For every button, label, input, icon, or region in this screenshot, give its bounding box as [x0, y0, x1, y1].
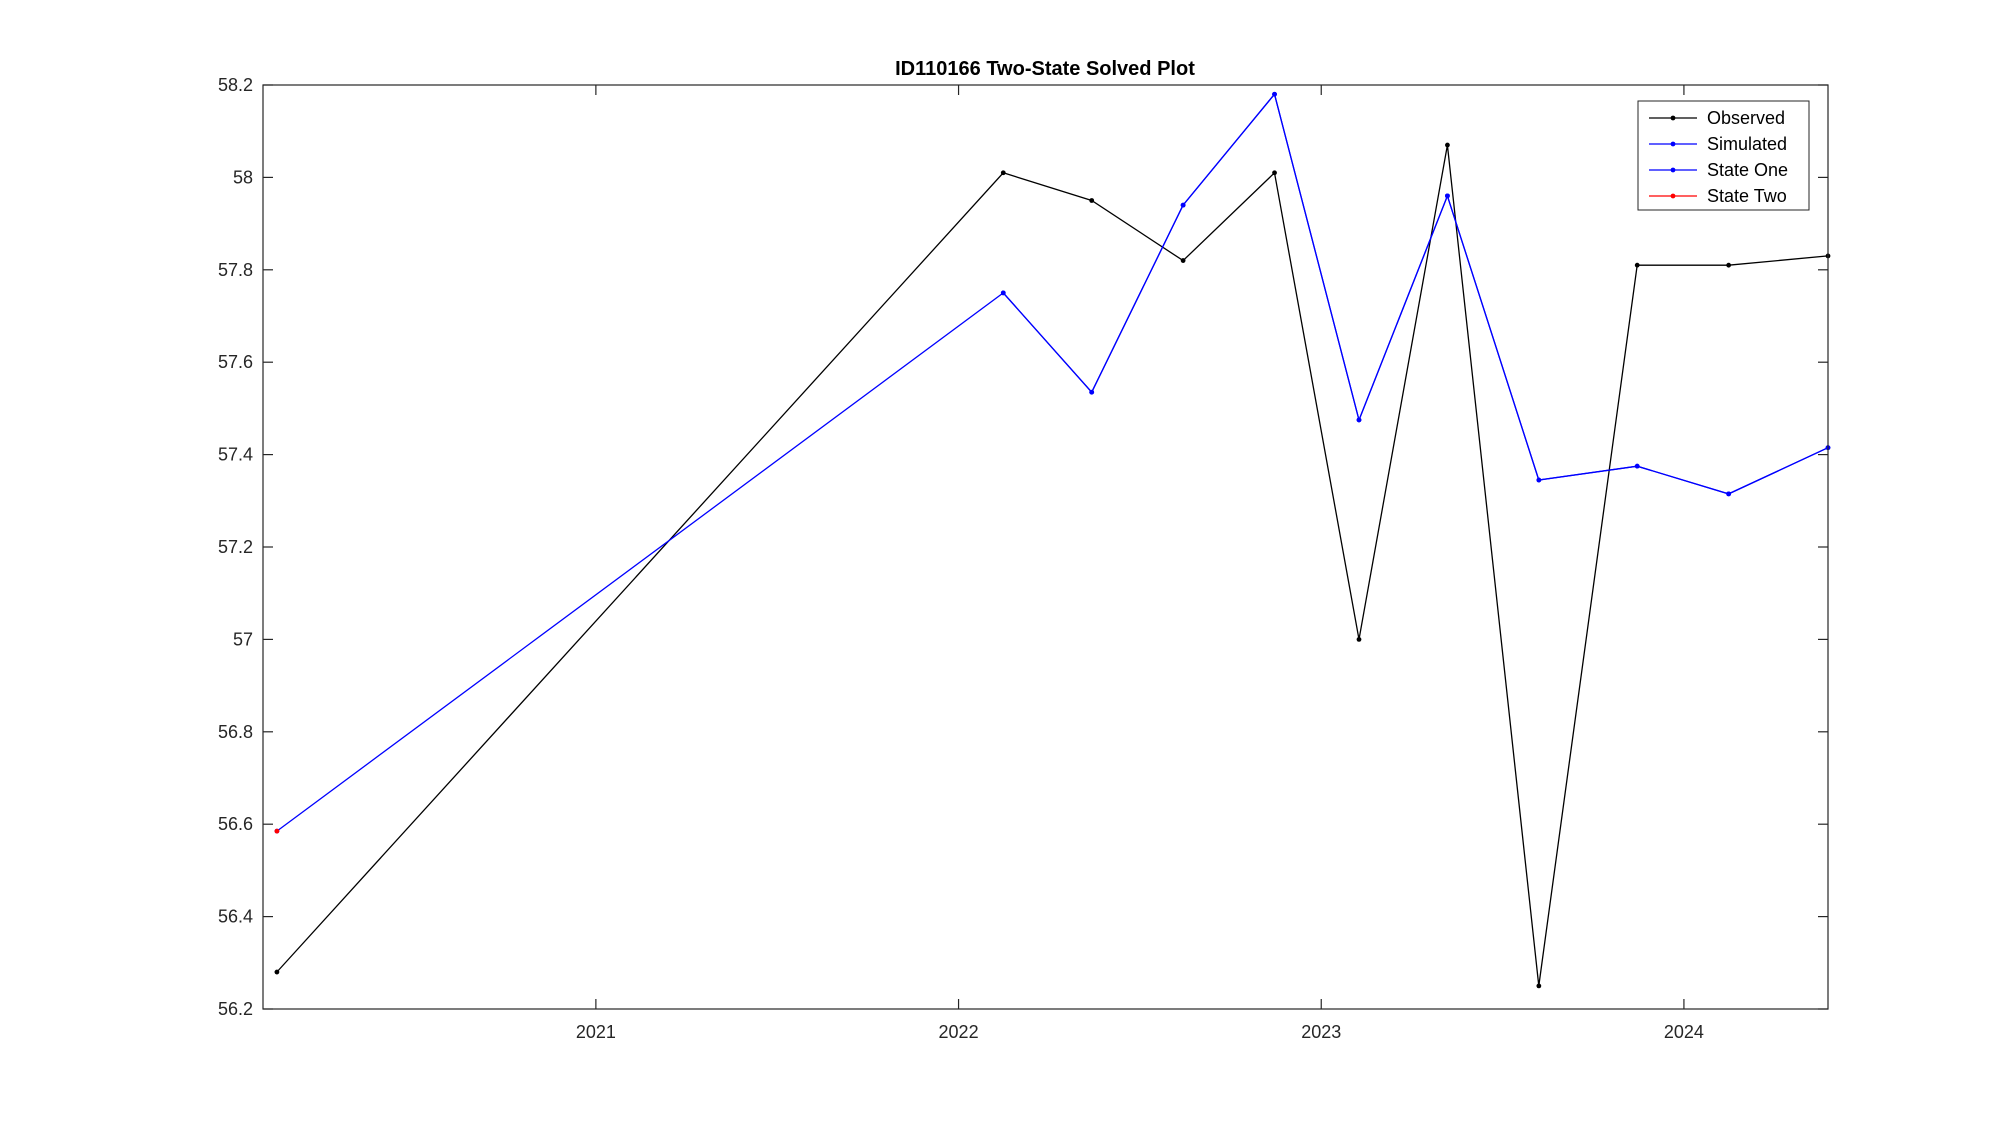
point-state-one	[1356, 417, 1362, 423]
point-state-one	[1272, 91, 1277, 97]
y-tick-label: 58.2	[218, 75, 253, 95]
y-tick-label: 57.6	[218, 352, 253, 372]
series-line-state-one	[1002, 92, 1829, 495]
legend-label-simulated: Simulated	[1707, 134, 1787, 154]
y-tick-label: 56.6	[218, 814, 253, 834]
y-tick-label: 56.2	[218, 999, 253, 1019]
y-tick-label: 58	[233, 167, 253, 187]
y-tick-label: 56.8	[218, 722, 253, 742]
point-observed	[1726, 262, 1732, 268]
point-observed	[1000, 170, 1006, 176]
y-tick-label: 57.8	[218, 260, 253, 280]
legend: Observed Simulated State One State Two	[1637, 100, 1810, 211]
point-state-one	[1089, 389, 1095, 395]
point-state-two	[274, 828, 280, 834]
point-state-one	[1000, 290, 1006, 296]
point-observed	[1536, 983, 1542, 989]
legend-label-state-one: State One	[1707, 160, 1788, 180]
y-tick-label: 57.2	[218, 537, 253, 557]
legend-marker-state-one	[1670, 167, 1676, 173]
legend-marker-observed	[1670, 115, 1676, 121]
plot-background	[263, 85, 1828, 1009]
point-observed	[1272, 170, 1277, 176]
x-tick-label: 2021	[576, 1022, 616, 1042]
chart-title: ID110166 Two-State Solved Plot	[895, 58, 1195, 80]
point-state-one	[1445, 193, 1450, 199]
point-observed	[274, 969, 280, 975]
point-observed	[1180, 258, 1186, 263]
point-state-one	[1726, 491, 1732, 497]
point-state-one	[1536, 477, 1542, 483]
legend-marker-state-two	[1670, 193, 1676, 199]
x-tick-label: 2024	[1664, 1022, 1704, 1042]
legend-box	[1637, 100, 1810, 211]
y-tick-label: 57	[233, 629, 253, 649]
point-state-one	[1634, 463, 1640, 469]
x-tick-label: 2023	[1301, 1022, 1341, 1042]
point-observed	[1634, 262, 1640, 268]
x-tick-label: 2022	[939, 1022, 979, 1042]
legend-marker-simulated	[1670, 141, 1676, 147]
y-tick-label: 56.4	[218, 907, 253, 927]
series-layer	[274, 91, 1831, 989]
point-observed	[1089, 198, 1095, 203]
x-axis: 2021 2022 2023 2024	[576, 85, 1704, 1042]
y-tick-label: 57.4	[218, 445, 253, 465]
point-state-one	[1180, 202, 1186, 208]
point-observed	[1445, 142, 1450, 148]
legend-label-observed: Observed	[1707, 108, 1785, 128]
y-axis: 56.2 56.4 56.6 56.8 57 57.2 57.4 57.6 57.8 58 58.2	[218, 75, 1828, 1019]
legend-label-state-two: State Two	[1707, 186, 1787, 206]
point-observed	[1356, 637, 1362, 642]
